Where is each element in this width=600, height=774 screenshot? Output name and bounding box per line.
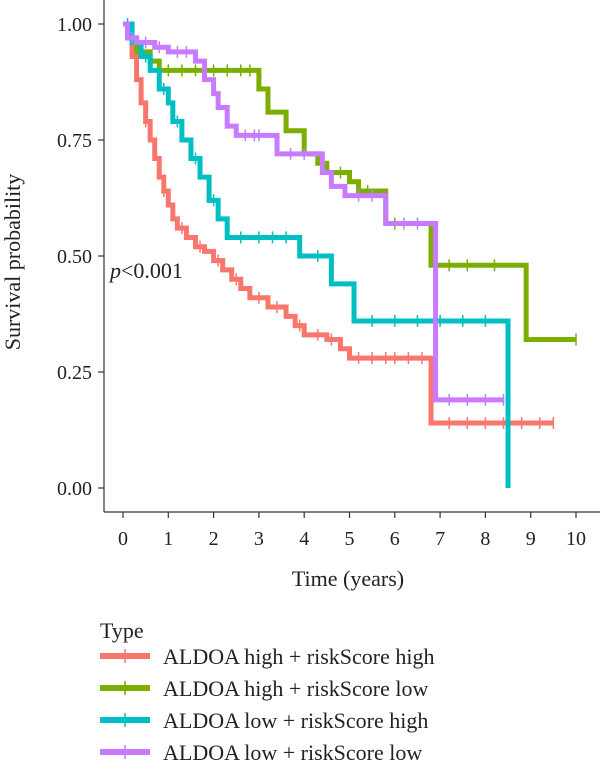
axes: 0.00 0.25 0.50 0.75 1.00 0 1 2 3 4 5 6 7 8 9 10 Time (ye… <box>0 0 600 591</box>
y-axis-title: Survival probability <box>0 174 25 351</box>
legend-label: ALDOA low + riskScore high <box>163 708 428 733</box>
y-tick-label: 0.75 <box>57 130 92 152</box>
legend: Type ALDOA high + riskScore high ALDOA hig… <box>100 618 435 765</box>
survival-curves <box>123 18 577 488</box>
x-tick-label: 1 <box>163 528 173 550</box>
x-tick-label: 9 <box>526 528 536 550</box>
legend-label: ALDOA low + riskScore low <box>163 740 422 765</box>
curve-1 <box>123 21 555 430</box>
x-tick-label: 7 <box>435 528 445 550</box>
curve-3 <box>123 18 511 488</box>
y-tick-label: 0.00 <box>57 478 92 500</box>
x-tick-label: 6 <box>390 528 400 550</box>
legend-item: ALDOA high + riskScore low <box>100 676 428 701</box>
p-value-annotation: p<0.001 <box>108 258 183 283</box>
legend-title: Type <box>100 618 144 643</box>
x-tick-label: 0 <box>118 528 128 550</box>
legend-label: ALDOA high + riskScore low <box>163 676 428 701</box>
y-tick-label: 0.25 <box>57 362 92 384</box>
x-tick-label: 10 <box>566 528 586 550</box>
p-letter: p <box>108 258 121 283</box>
curve-line <box>123 21 554 426</box>
x-tick-label: 2 <box>209 528 219 550</box>
legend-label: ALDOA high + riskScore high <box>163 644 435 669</box>
curve-2 <box>123 21 577 346</box>
y-tick-label: 1.00 <box>57 14 92 36</box>
curve-line <box>123 21 511 488</box>
x-tick-label: 8 <box>480 528 490 550</box>
x-tick-label: 4 <box>299 528 309 550</box>
p-value-text: <0.001 <box>121 258 183 283</box>
curve-line <box>123 21 576 343</box>
legend-item: ALDOA low + riskScore high <box>100 708 428 733</box>
curve-4 <box>123 21 505 406</box>
curve-line <box>123 21 504 403</box>
y-tick-label: 0.50 <box>57 246 92 268</box>
x-tick-label: 3 <box>254 528 264 550</box>
x-axis-title: Time (years) <box>292 566 404 591</box>
legend-item: ALDOA low + riskScore low <box>100 740 422 765</box>
legend-item: ALDOA high + riskScore high <box>100 644 435 669</box>
p-value-label: p<0.001 <box>108 258 183 283</box>
x-tick-label: 5 <box>345 528 355 550</box>
